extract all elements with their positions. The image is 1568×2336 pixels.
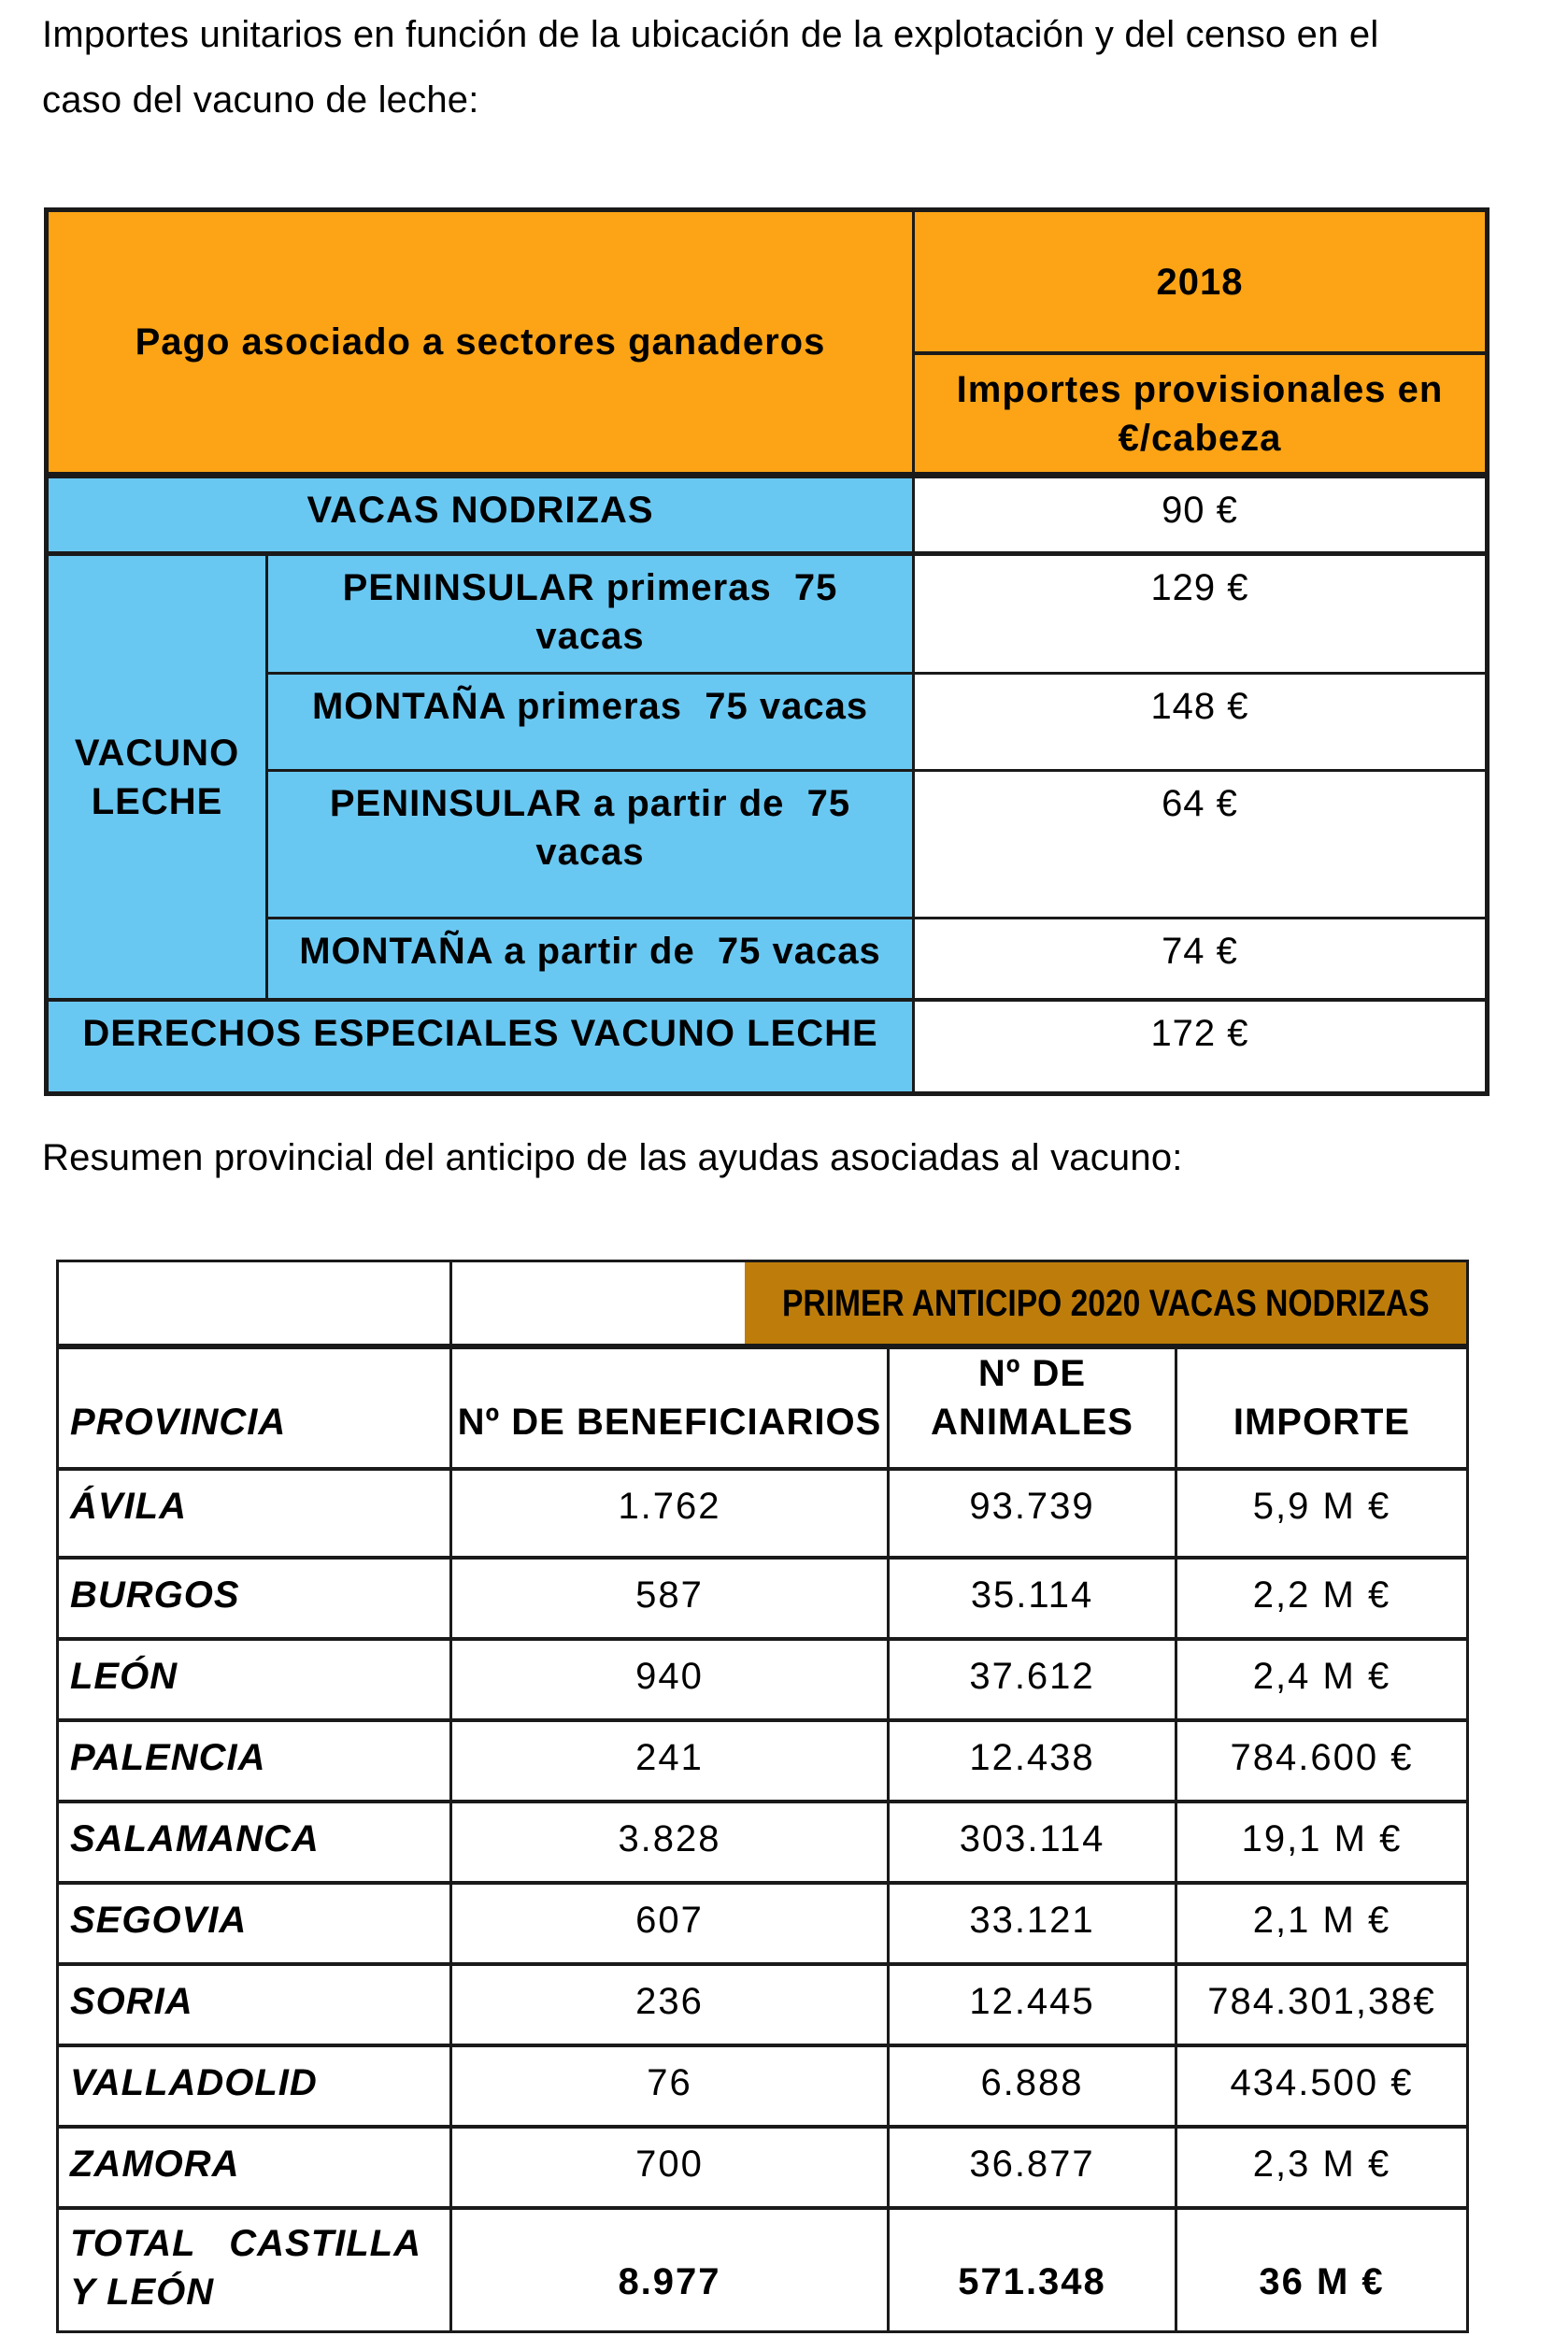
province-cell: ÁVILA: [70, 1486, 187, 1527]
table-row: MONTAÑA primeras 75 vacas 148 €: [265, 671, 1485, 769]
province-cell: VALLADOLID: [70, 2062, 318, 2103]
total-beneficiaries-value: 8.977: [618, 2261, 721, 2302]
animals-cell: 303.114: [887, 1803, 1175, 1881]
page-title: Importes unitarios en función de la ubic…: [42, 14, 1379, 121]
beneficiaries-cell: 241: [449, 1722, 887, 1800]
importe-cell: 2,4 M €: [1175, 1641, 1466, 1718]
row-label-vacas-nodrizas: VACAS NODRIZAS: [49, 478, 912, 551]
animals-cell: 93.739: [887, 1471, 1175, 1556]
row-label-peninsular-apartir: PENINSULAR a partir de 75 vacas: [265, 771, 912, 917]
beneficiaries-cell: 700: [449, 2129, 887, 2206]
table-row: BURGOS 587 35.114 2,2 M €: [59, 1556, 1466, 1637]
table-row: SORIA 236 12.445 784.301,38€: [59, 1962, 1466, 2044]
table-total-row: TOTAL CASTILLA Y LEÓN 8.977 571.348 36 M…: [59, 2206, 1466, 2330]
table-row: SEGOVIA 607 33.121 2,1 M €: [59, 1881, 1466, 1962]
table-row: ZAMORA 700 36.877 2,3 M €: [59, 2125, 1466, 2206]
province-cell: SALAMANCA: [70, 1818, 320, 1859]
importe-cell: 5,9 M €: [1175, 1471, 1466, 1556]
importe-cell: 2,1 M €: [1175, 1885, 1466, 1962]
animals-cell: 36.877: [887, 2129, 1175, 2206]
importe-cell: 784.301,38€: [1175, 1966, 1466, 2044]
animals-cell: 12.445: [887, 1966, 1175, 2044]
province-cell: ZAMORA: [70, 2144, 240, 2185]
table-row: VALLADOLID 76 6.888 434.500 €: [59, 2044, 1466, 2125]
table-row: SALAMANCA 3.828 303.114 19,1 M €: [59, 1800, 1466, 1881]
empty-cell: [449, 1262, 745, 1344]
province-cell: LEÓN: [70, 1656, 178, 1697]
column-header-animales: Nº DE ANIMALES: [887, 1349, 1175, 1467]
column-header-beneficiarios: Nº DE BENEFICIARIOS: [449, 1349, 887, 1467]
group-rows: PENINSULAR primeras 75 vacas 129 € MONTA…: [265, 556, 1485, 998]
table1-header-year: 2018: [915, 212, 1485, 355]
total-animals-cell: 571.348: [887, 2210, 1175, 2330]
table-row: PENINSULAR a partir de 75 vacas 64 €: [265, 768, 1485, 917]
beneficiaries-cell: 1.762: [449, 1471, 887, 1556]
table-row: PENINSULAR primeras 75 vacas 129 €: [265, 556, 1485, 672]
total-animals-value: 571.348: [958, 2261, 1106, 2302]
row-value-montana-apartir: 74 €: [912, 919, 1485, 998]
row-label-montana-apartir: MONTAÑA a partir de 75 vacas: [265, 919, 912, 998]
total-importe-cell: 36 M €: [1175, 2210, 1466, 2330]
banner-cell: PRIMER ANTICIPO 2020 VACAS NODRIZAS: [745, 1262, 1466, 1344]
table-row: LEÓN 940 37.612 2,4 M €: [59, 1637, 1466, 1718]
section-subtitle: Resumen provincial del anticipo de las a…: [42, 1137, 1183, 1178]
beneficiaries-cell: 607: [449, 1885, 887, 1962]
row-label-montana-primeras: MONTAÑA primeras 75 vacas: [265, 674, 912, 769]
empty-cell: [59, 1262, 449, 1344]
importe-cell: 784.600 €: [1175, 1722, 1466, 1800]
table-row: VACAS NODRIZAS 90 €: [49, 472, 1485, 551]
row-value-derechos-especiales: 172 €: [912, 1002, 1485, 1091]
table-resumen-provincial: PRIMER ANTICIPO 2020 VACAS NODRIZAS PROV…: [56, 1260, 1469, 2333]
table2-column-header-row: PROVINCIA Nº DE BENEFICIARIOS Nº DE ANIM…: [59, 1344, 1466, 1467]
row-label-peninsular-primeras: PENINSULAR primeras 75 vacas: [265, 556, 912, 672]
total-importe-value: 36 M €: [1259, 2261, 1385, 2302]
importe-cell: 434.500 €: [1175, 2047, 1466, 2125]
table-row: MONTAÑA a partir de 75 vacas 74 €: [265, 916, 1485, 998]
beneficiaries-cell: 236: [449, 1966, 887, 2044]
beneficiaries-cell: 3.828: [449, 1803, 887, 1881]
province-cell: BURGOS: [70, 1574, 240, 1616]
beneficiaries-cell: 587: [449, 1560, 887, 1637]
row-value-peninsular-apartir: 64 €: [912, 771, 1485, 917]
table-row: ÁVILA 1.762 93.739 5,9 M €: [59, 1467, 1466, 1556]
animals-cell: 35.114: [887, 1560, 1175, 1637]
row-label-derechos-especiales: DERECHOS ESPECIALES VACUNO LECHE: [49, 1002, 912, 1091]
table2-banner-row: PRIMER ANTICIPO 2020 VACAS NODRIZAS: [59, 1262, 1466, 1344]
total-label-cell: TOTAL CASTILLA Y LEÓN: [70, 2223, 421, 2313]
total-beneficiaries-cell: 8.977: [449, 2210, 887, 2330]
row-value-montana-primeras: 148 €: [912, 674, 1485, 769]
importe-cell: 19,1 M €: [1175, 1803, 1466, 1881]
column-header-provincia: PROVINCIA: [70, 1402, 287, 1443]
table1-header-row: Pago asociado a sectores ganaderos 2018 …: [49, 212, 1485, 472]
table1-header-right: 2018 Importes provisionales en €/cabeza: [912, 212, 1485, 472]
animals-cell: 6.888: [887, 2047, 1175, 2125]
importe-cell: 2,3 M €: [1175, 2129, 1466, 2206]
table-row: PALENCIA 241 12.438 784.600 €: [59, 1718, 1466, 1800]
animals-cell: 37.612: [887, 1641, 1175, 1718]
column-header-importe: IMPORTE: [1175, 1349, 1466, 1467]
group-label-vacuno-leche: VACUNO LECHE: [49, 556, 265, 998]
beneficiaries-cell: 940: [449, 1641, 887, 1718]
table1-vacuno-leche-group: VACUNO LECHE PENINSULAR primeras 75 vaca…: [49, 551, 1485, 998]
banner-text: PRIMER ANTICIPO 2020 VACAS NODRIZAS: [781, 1282, 1430, 1324]
table1-header-title: Pago asociado a sectores ganaderos: [135, 321, 826, 363]
beneficiaries-cell: 76: [449, 2047, 887, 2125]
row-value-peninsular-primeras: 129 €: [912, 556, 1485, 672]
province-cell: SORIA: [70, 1981, 193, 2022]
table-row: DERECHOS ESPECIALES VACUNO LECHE 172 €: [49, 998, 1485, 1091]
table1-header-units: Importes provisionales en €/cabeza: [956, 368, 1444, 459]
table-pago-asociado: Pago asociado a sectores ganaderos 2018 …: [44, 207, 1490, 1096]
row-value-vacas-nodrizas: 90 €: [912, 478, 1485, 551]
animals-cell: 12.438: [887, 1722, 1175, 1800]
province-cell: SEGOVIA: [70, 1900, 248, 1941]
animals-cell: 33.121: [887, 1885, 1175, 1962]
importe-cell: 2,2 M €: [1175, 1560, 1466, 1637]
province-cell: PALENCIA: [70, 1737, 266, 1778]
